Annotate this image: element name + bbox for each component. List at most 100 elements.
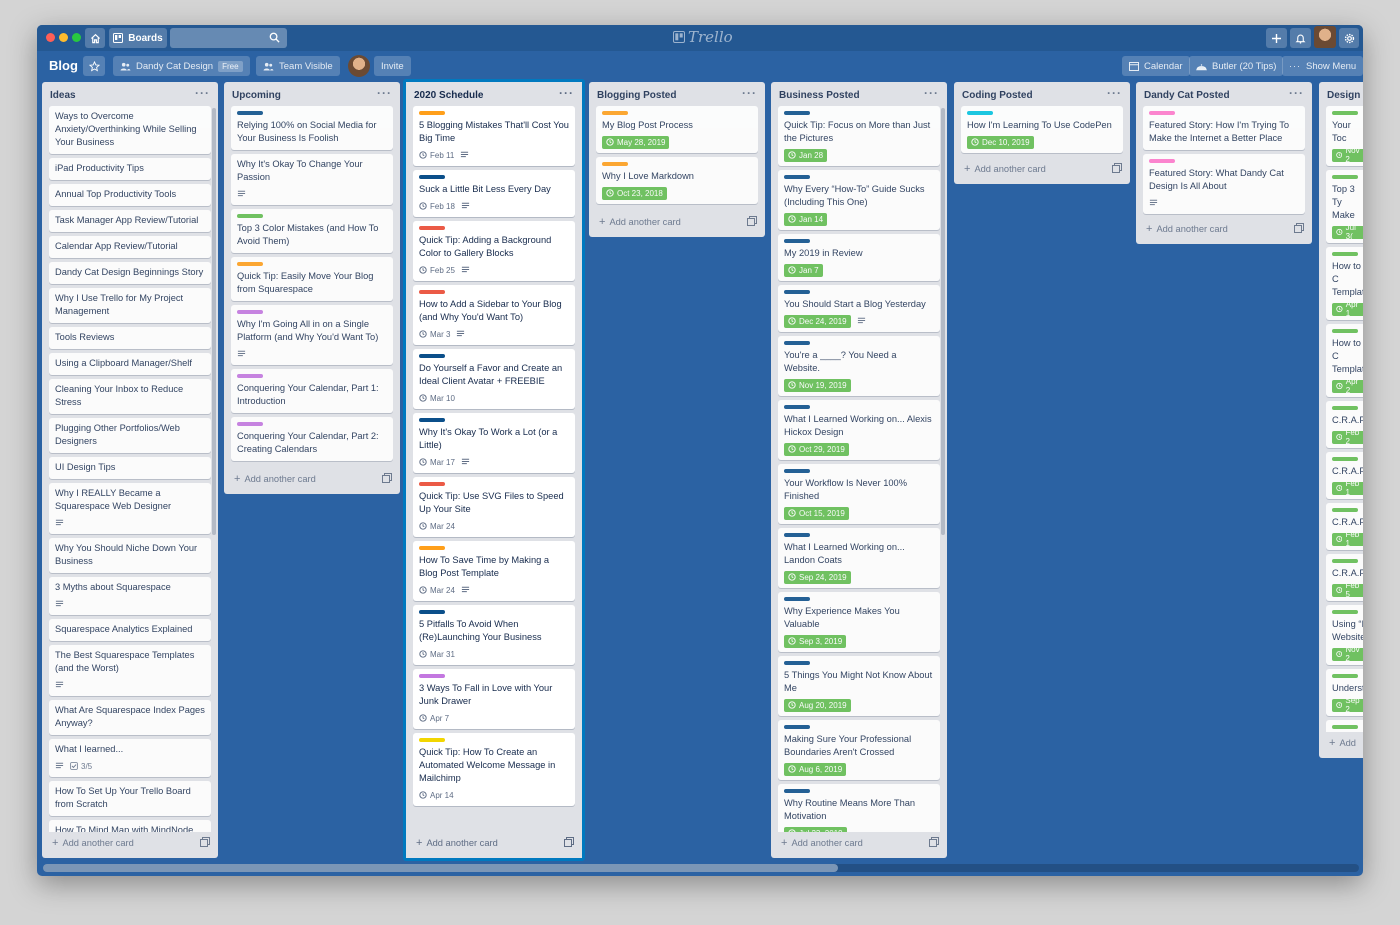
boards-button[interactable]: Boards bbox=[109, 28, 167, 48]
card[interactable]: How to C Template Apr 1 bbox=[1326, 247, 1363, 320]
search-input[interactable] bbox=[170, 28, 287, 48]
list-title[interactable]: Ideas ··· bbox=[42, 82, 218, 106]
list-menu-button[interactable]: ··· bbox=[1289, 86, 1304, 100]
card[interactable]: Using a Clipboard Manager/Shelf bbox=[49, 353, 211, 375]
show-menu-button[interactable]: ··· Show Menu bbox=[1282, 56, 1363, 76]
list-scrollbar[interactable] bbox=[212, 108, 216, 535]
card-label[interactable] bbox=[602, 162, 628, 166]
add-card-button[interactable]: + Add bbox=[1319, 732, 1363, 754]
card[interactable]: How To Save Time by Making a Blog Post T… bbox=[413, 541, 575, 601]
card-label[interactable] bbox=[602, 111, 628, 115]
home-button[interactable] bbox=[85, 28, 105, 48]
calendar-powerup-button[interactable]: Calendar bbox=[1122, 56, 1190, 76]
card[interactable]: What I Learned Working on... Landon Coat… bbox=[778, 528, 940, 588]
card[interactable]: Why Every “How-To” Guide Sucks (Includin… bbox=[778, 170, 940, 230]
horizontal-scrollbar-thumb[interactable] bbox=[43, 864, 838, 872]
card[interactable]: You're a ____? You Need a Website. Nov 19… bbox=[778, 336, 940, 396]
card-label[interactable] bbox=[784, 175, 810, 179]
list-scrollbar[interactable] bbox=[941, 108, 945, 535]
card[interactable]: Featured Story: How I'm Trying To Make t… bbox=[1143, 106, 1305, 150]
card[interactable]: Why I'm Going All in on a Single Platfor… bbox=[231, 305, 393, 365]
card[interactable]: Calendar App Review/Tutorial bbox=[49, 236, 211, 258]
list-menu-button[interactable]: ··· bbox=[1107, 86, 1122, 100]
card[interactable]: How I'm Learning To Use CodePen Dec 10, 2… bbox=[961, 106, 1123, 153]
due-date-complete-badge[interactable]: Oct 29, 2019 bbox=[784, 442, 849, 456]
due-date-complete-badge[interactable]: Apr 2 bbox=[1332, 377, 1363, 395]
user-avatar[interactable] bbox=[1314, 26, 1336, 48]
card-label[interactable] bbox=[784, 111, 810, 115]
list-business-posted[interactable]: Business Posted ··· Quick Tip: Focus on Mo… bbox=[771, 82, 947, 858]
card-label[interactable] bbox=[784, 533, 810, 537]
card[interactable]: UnderstaSep 1 bbox=[1326, 720, 1363, 732]
due-date-badge[interactable]: Apr 7 bbox=[419, 714, 449, 723]
card-template-icon[interactable] bbox=[200, 837, 210, 847]
card-label[interactable] bbox=[237, 374, 263, 378]
card[interactable]: Making Sure Your Professional Boundaries… bbox=[778, 720, 940, 780]
card[interactable]: Quick Tip: Focus on More than Just the P… bbox=[778, 106, 940, 166]
list-title[interactable]: Upcoming ··· bbox=[224, 82, 400, 106]
card[interactable]: C.R.A.P. Feb 1 bbox=[1326, 503, 1363, 550]
card[interactable]: Quick Tip: Use SVG Files to Speed Up You… bbox=[413, 477, 575, 537]
invite-button[interactable]: Invite bbox=[374, 56, 411, 76]
card[interactable]: How To Set Up Your Trello Board from Scr… bbox=[49, 781, 211, 816]
list-menu-button[interactable]: ··· bbox=[195, 86, 210, 100]
card-template-icon[interactable] bbox=[382, 473, 392, 483]
list-title[interactable]: Coding Posted ··· bbox=[954, 82, 1130, 106]
card[interactable]: What I learned... 3/5 bbox=[49, 739, 211, 777]
add-card-button[interactable]: + Add another card bbox=[771, 832, 947, 854]
add-card-button[interactable]: + Add another card bbox=[1136, 218, 1312, 240]
card-label[interactable] bbox=[237, 111, 263, 115]
card[interactable]: 3 Ways To Fall in Love with Your Junk Dr… bbox=[413, 669, 575, 729]
card[interactable]: Do Yourself a Favor and Create an Ideal … bbox=[413, 349, 575, 409]
card[interactable]: My Blog Post Process May 28, 2019 bbox=[596, 106, 758, 153]
card-label[interactable] bbox=[419, 546, 445, 550]
due-date-complete-badge[interactable]: Nov 2 bbox=[1332, 146, 1363, 164]
card-label[interactable] bbox=[419, 610, 445, 614]
card-label[interactable] bbox=[419, 111, 445, 115]
due-date-complete-badge[interactable]: May 28, 2019 bbox=[602, 135, 670, 149]
add-card-button[interactable]: + Add another card bbox=[224, 468, 400, 490]
card[interactable]: Understa Sep 2 bbox=[1326, 669, 1363, 716]
card-label[interactable] bbox=[237, 214, 263, 218]
card[interactable]: What Are Squarespace Index Pages Anyway? bbox=[49, 700, 211, 735]
card[interactable]: Top 3 Ty Make Jul 3( bbox=[1326, 170, 1363, 243]
card[interactable]: Quick Tip: How To Create an Automated We… bbox=[413, 733, 575, 806]
card-label[interactable] bbox=[237, 262, 263, 266]
card[interactable]: Relying 100% on Social Media for Your Bu… bbox=[231, 106, 393, 150]
due-date-badge[interactable]: Mar 10 bbox=[419, 394, 455, 403]
card-label[interactable] bbox=[784, 597, 810, 601]
card-label[interactable] bbox=[237, 310, 263, 314]
due-date-complete-badge[interactable]: Feb 1 bbox=[1332, 530, 1363, 548]
list-menu-button[interactable]: ··· bbox=[559, 86, 574, 100]
card-label[interactable] bbox=[784, 239, 810, 243]
due-date-complete-badge[interactable]: Feb 5 bbox=[1332, 581, 1363, 599]
due-date-complete-badge[interactable]: Dec 10, 2019 bbox=[967, 135, 1034, 149]
card[interactable]: My 2019 in Review Jan 7 bbox=[778, 234, 940, 281]
due-date-complete-badge[interactable]: Sep 24, 2019 bbox=[784, 570, 851, 584]
card[interactable]: Plugging Other Portfolios/Web Designers bbox=[49, 418, 211, 453]
card-label[interactable] bbox=[1332, 406, 1358, 410]
card[interactable]: Ways to Overcome Anxiety/Overthinking Wh… bbox=[49, 106, 211, 154]
due-date-complete-badge[interactable]: Oct 23, 2018 bbox=[602, 186, 667, 200]
list-title[interactable]: 2020 Schedule ··· bbox=[406, 82, 582, 106]
card[interactable]: UI Design Tips bbox=[49, 457, 211, 479]
due-date-complete-badge[interactable]: Nov 19, 2019 bbox=[784, 378, 851, 392]
card-label[interactable] bbox=[419, 226, 445, 230]
card[interactable]: Dandy Cat Design Beginnings Story bbox=[49, 262, 211, 284]
add-card-button[interactable]: + Add another card bbox=[406, 832, 582, 854]
card[interactable]: Cleaning Your Inbox to Reduce Stress bbox=[49, 379, 211, 414]
due-date-complete-badge[interactable]: Aug 20, 2019 bbox=[784, 698, 851, 712]
card[interactable]: iPad Productivity Tips bbox=[49, 158, 211, 180]
card[interactable]: The Best Squarespace Templates (and the … bbox=[49, 645, 211, 696]
card[interactable]: Featured Story: What Dandy Cat Design Is… bbox=[1143, 154, 1305, 214]
card[interactable]: Why I Love Markdown Oct 23, 2018 bbox=[596, 157, 758, 204]
add-card-button[interactable]: + Add another card bbox=[954, 158, 1130, 180]
card-label[interactable] bbox=[419, 418, 445, 422]
card[interactable]: How to C Template Apr 2 bbox=[1326, 324, 1363, 397]
card[interactable]: Annual Top Productivity Tools bbox=[49, 184, 211, 206]
card-template-icon[interactable] bbox=[564, 837, 574, 847]
card[interactable]: Task Manager App Review/Tutorial bbox=[49, 210, 211, 232]
list-blogging-posted[interactable]: Blogging Posted ··· My Blog Post Process Ma… bbox=[589, 82, 765, 237]
due-date-badge[interactable]: Mar 31 bbox=[419, 650, 455, 659]
card-label[interactable] bbox=[1332, 175, 1358, 179]
